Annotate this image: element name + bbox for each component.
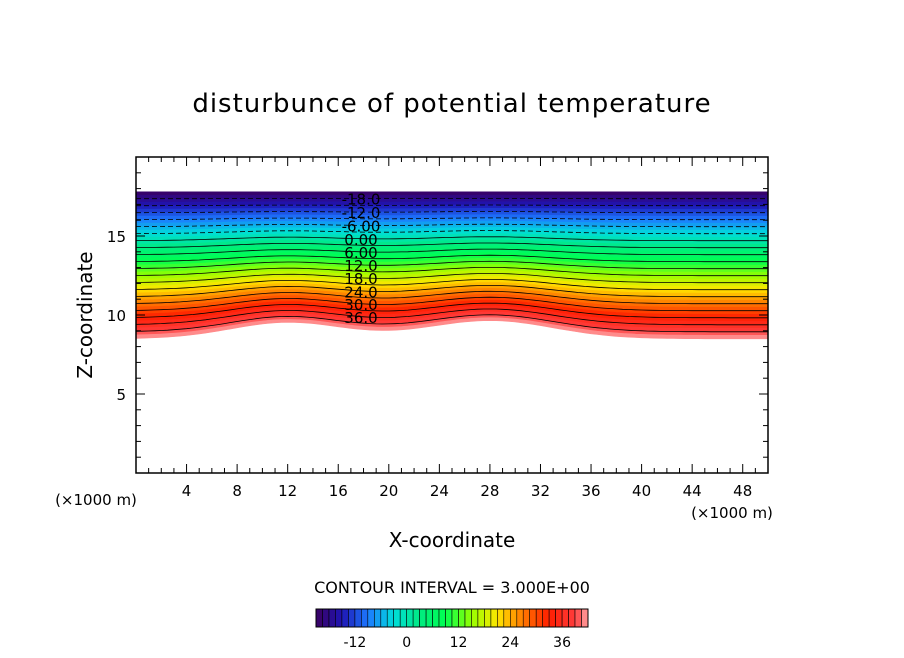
colorbar-segment bbox=[530, 609, 537, 627]
colorbar-segment bbox=[335, 609, 342, 627]
colorbar-segment bbox=[582, 609, 589, 627]
contour-band bbox=[136, 192, 768, 195]
colorbar-segment bbox=[452, 609, 459, 627]
colorbar-segment bbox=[323, 609, 330, 627]
colorbar-segment bbox=[446, 609, 453, 627]
colorbar-segment bbox=[497, 609, 504, 627]
colorbar-segment bbox=[433, 609, 440, 627]
colorbar-segment bbox=[316, 609, 323, 627]
x-tick-label: 12 bbox=[278, 482, 297, 500]
colorbar-tick-label: 0 bbox=[402, 635, 411, 651]
colorbar-segment bbox=[523, 609, 530, 627]
colorbar-segment bbox=[329, 609, 336, 627]
colorbar-segment bbox=[562, 609, 569, 627]
x-tick-label: 24 bbox=[430, 482, 449, 500]
colorbar-segment bbox=[543, 609, 550, 627]
colorbar-segment bbox=[368, 609, 375, 627]
colorbar-segment bbox=[426, 609, 433, 627]
colorbar-segment bbox=[459, 609, 466, 627]
y-axis-label: Z-coordinate bbox=[73, 251, 97, 378]
x-tick-label: 4 bbox=[182, 482, 192, 500]
colorbar-segment bbox=[355, 609, 362, 627]
colorbar-segment bbox=[465, 609, 472, 627]
y-tick-labels: 5 10 15 bbox=[107, 228, 126, 404]
x-tick-label: 40 bbox=[632, 482, 651, 500]
colorbar-segment bbox=[361, 609, 368, 627]
colorbar-segment bbox=[348, 609, 355, 627]
colorbar-segment bbox=[394, 609, 401, 627]
contour-label: 36.0 bbox=[344, 309, 377, 327]
colorbar-segment bbox=[536, 609, 543, 627]
colorbar-segment bbox=[517, 609, 524, 627]
chart-title: disturbunce of potential temperature bbox=[192, 89, 711, 119]
colorbar-tick-label: 24 bbox=[501, 635, 519, 651]
x-tick-label: 32 bbox=[531, 482, 550, 500]
colorbar-segment bbox=[407, 609, 414, 627]
x-tick-label: 44 bbox=[683, 482, 702, 500]
x-tick-label: 8 bbox=[232, 482, 242, 500]
colorbar-segments bbox=[316, 609, 588, 627]
contour-interval-text: CONTOUR INTERVAL = 3.000E+00 bbox=[314, 578, 590, 597]
x-tick-label: 48 bbox=[733, 482, 752, 500]
contour-fill-bands bbox=[136, 192, 768, 339]
contour-field bbox=[136, 192, 768, 339]
y-tick-label: 15 bbox=[107, 228, 126, 246]
colorbar: -12 0 12 24 36 bbox=[316, 609, 588, 651]
colorbar-tick-label: 36 bbox=[553, 635, 571, 651]
colorbar-segment bbox=[381, 609, 388, 627]
colorbar-segment bbox=[400, 609, 407, 627]
colorbar-segment bbox=[484, 609, 491, 627]
y-tick-label: 5 bbox=[116, 386, 126, 404]
colorbar-segment bbox=[439, 609, 446, 627]
colorbar-segment bbox=[510, 609, 517, 627]
colorbar-segment bbox=[504, 609, 511, 627]
x-tick-label: 36 bbox=[581, 482, 600, 500]
colorbar-segment bbox=[413, 609, 420, 627]
colorbar-tick-label: -12 bbox=[343, 635, 366, 651]
colorbar-segment bbox=[549, 609, 556, 627]
colorbar-segment bbox=[420, 609, 427, 627]
colorbar-segment bbox=[491, 609, 498, 627]
colorbar-segment bbox=[387, 609, 394, 627]
y-tick-label: 10 bbox=[107, 307, 126, 325]
y-unit-label: (×1000 m) bbox=[55, 491, 137, 509]
colorbar-segment bbox=[471, 609, 478, 627]
colorbar-segment bbox=[342, 609, 349, 627]
colorbar-segment bbox=[575, 609, 582, 627]
x-axis-label: X-coordinate bbox=[389, 528, 516, 552]
colorbar-segment bbox=[569, 609, 576, 627]
contour-labels: -18.0-12.0-6.000.006.0012.018.024.030.03… bbox=[342, 191, 381, 328]
x-tick-label: 28 bbox=[480, 482, 499, 500]
colorbar-tick-label: 12 bbox=[450, 635, 468, 651]
colorbar-segment bbox=[374, 609, 381, 627]
x-tick-label: 20 bbox=[379, 482, 398, 500]
colorbar-tick-labels: -12 0 12 24 36 bbox=[343, 635, 571, 651]
colorbar-segment bbox=[556, 609, 563, 627]
x-unit-label: (×1000 m) bbox=[691, 504, 773, 522]
x-tick-label: 16 bbox=[329, 482, 348, 500]
colorbar-segment bbox=[478, 609, 485, 627]
